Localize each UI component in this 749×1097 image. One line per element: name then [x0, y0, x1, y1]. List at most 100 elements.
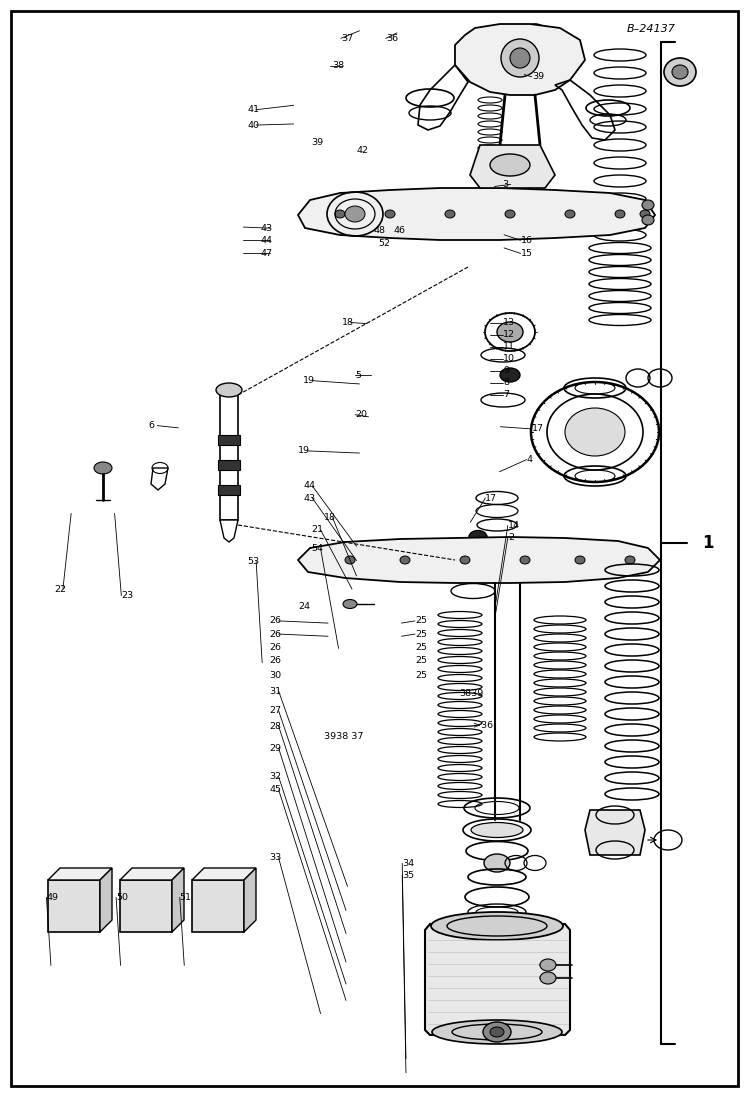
Text: 13: 13 [503, 318, 515, 327]
Ellipse shape [664, 58, 696, 86]
Polygon shape [48, 868, 112, 880]
Text: 17: 17 [485, 494, 497, 502]
Text: 1: 1 [702, 534, 714, 552]
Text: 17: 17 [532, 425, 544, 433]
Ellipse shape [642, 215, 654, 225]
Ellipse shape [471, 823, 523, 837]
Ellipse shape [540, 972, 556, 984]
Ellipse shape [520, 556, 530, 564]
Ellipse shape [469, 531, 487, 543]
Text: 12: 12 [503, 330, 515, 339]
Text: 15: 15 [521, 249, 533, 258]
Text: 10: 10 [503, 354, 515, 363]
Text: 29: 29 [270, 744, 282, 753]
Bar [218, 460, 240, 470]
Ellipse shape [94, 462, 112, 474]
Ellipse shape [400, 556, 410, 564]
Ellipse shape [490, 1027, 504, 1037]
Ellipse shape [565, 408, 625, 456]
Ellipse shape [625, 556, 635, 564]
Text: 26: 26 [270, 630, 282, 638]
Ellipse shape [343, 599, 357, 609]
Text: 5: 5 [355, 371, 361, 380]
Ellipse shape [575, 556, 585, 564]
Ellipse shape [460, 556, 470, 564]
Text: 47: 47 [261, 249, 273, 258]
Text: 3839: 3839 [459, 689, 483, 698]
Text: 52: 52 [378, 239, 390, 248]
Bar [220, 391, 238, 520]
Text: 23: 23 [121, 591, 133, 600]
Text: 19: 19 [298, 446, 310, 455]
Polygon shape [298, 188, 655, 240]
Text: 35: 35 [402, 871, 414, 880]
Text: 21: 21 [312, 525, 324, 534]
Text: 18: 18 [324, 513, 336, 522]
Text: 25: 25 [415, 617, 427, 625]
Ellipse shape [615, 210, 625, 218]
Polygon shape [425, 924, 570, 1034]
Text: 3: 3 [502, 180, 508, 189]
Polygon shape [470, 145, 555, 188]
Text: 28: 28 [270, 722, 282, 731]
Polygon shape [585, 810, 645, 855]
Text: 25: 25 [415, 656, 427, 665]
Text: 18: 18 [342, 318, 354, 327]
Text: 11: 11 [503, 342, 515, 351]
Ellipse shape [510, 48, 530, 68]
Text: 42: 42 [357, 146, 369, 155]
Text: 44: 44 [303, 482, 315, 490]
Text: 24: 24 [298, 602, 310, 611]
Text: 49: 49 [46, 893, 58, 902]
Ellipse shape [431, 912, 563, 940]
Ellipse shape [445, 210, 455, 218]
Ellipse shape [490, 154, 530, 176]
Text: 27: 27 [270, 706, 282, 715]
Text: 41: 41 [247, 105, 259, 114]
Ellipse shape [432, 1020, 562, 1044]
Text: 20: 20 [355, 410, 367, 419]
Text: 54: 54 [312, 544, 324, 553]
Text: 19: 19 [303, 376, 315, 385]
Text: 51: 51 [180, 893, 192, 902]
Text: 46: 46 [394, 226, 406, 235]
Polygon shape [192, 868, 256, 880]
Text: 25: 25 [415, 643, 427, 652]
Polygon shape [455, 24, 585, 95]
Text: 31: 31 [270, 687, 282, 695]
Text: 36: 36 [386, 34, 398, 43]
Ellipse shape [216, 383, 242, 397]
Text: 25: 25 [415, 671, 427, 680]
Bar [192, 880, 244, 932]
Ellipse shape [505, 210, 515, 218]
Bar [120, 880, 172, 932]
Ellipse shape [565, 210, 575, 218]
Text: 45: 45 [270, 785, 282, 794]
Ellipse shape [483, 1022, 511, 1042]
Text: 8: 8 [503, 378, 509, 387]
Text: 34: 34 [402, 859, 414, 868]
Ellipse shape [484, 853, 510, 872]
Bar [218, 436, 240, 445]
Text: 2: 2 [508, 533, 514, 542]
Text: 3938 37: 3938 37 [324, 732, 363, 740]
Ellipse shape [500, 367, 520, 382]
Text: 16: 16 [521, 236, 533, 245]
Text: 48: 48 [373, 226, 385, 235]
Ellipse shape [385, 210, 395, 218]
Text: 7: 7 [503, 391, 509, 399]
Text: 40: 40 [247, 121, 259, 129]
Text: 32: 32 [270, 772, 282, 781]
Ellipse shape [530, 27, 541, 36]
Ellipse shape [335, 210, 345, 218]
Polygon shape [172, 868, 184, 932]
Polygon shape [220, 520, 238, 542]
Ellipse shape [540, 959, 556, 971]
Polygon shape [244, 868, 256, 932]
Text: 9: 9 [503, 366, 509, 375]
Polygon shape [120, 868, 184, 880]
Ellipse shape [345, 556, 355, 564]
Text: 44: 44 [261, 236, 273, 245]
Text: 4: 4 [527, 455, 533, 464]
Ellipse shape [642, 200, 654, 210]
